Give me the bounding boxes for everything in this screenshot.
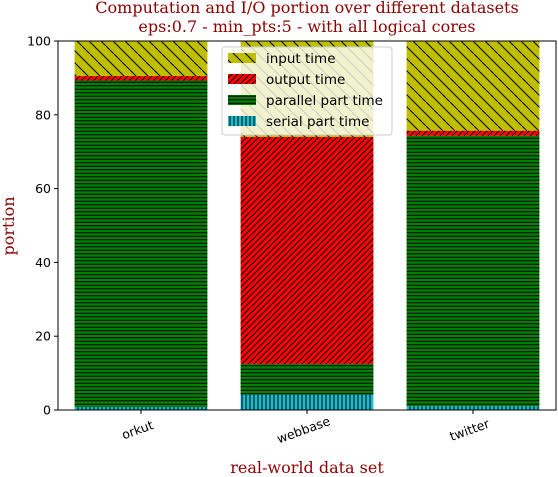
legend-label-parallel-part-time: parallel part time: [266, 93, 383, 109]
y-tick-label: 0: [43, 403, 51, 418]
chart-title-line-1: Computation and I/O portion over differe…: [95, 0, 518, 17]
bar-orkut-input-time: [74, 41, 208, 77]
x-tick-label-twitter: twitter: [448, 415, 493, 443]
x-tick-label-webbase: webbase: [275, 413, 333, 446]
bar-webbase-parallel-part-time: [240, 363, 374, 395]
x-tick-label-orkut: orkut: [120, 417, 156, 442]
legend-swatch-parallel-part-time: [228, 95, 256, 105]
legend-label-input-time: input time: [266, 51, 336, 67]
x-axis-label: real-world data set: [230, 458, 384, 477]
legend: input time output time parallel part time s…: [221, 46, 393, 136]
bar-twitter-serial-part-time: [406, 406, 540, 410]
y-tick-label: 100: [27, 34, 51, 49]
bar-twitter-parallel-part-time: [406, 135, 540, 407]
bar-webbase-serial-part-time: [240, 394, 374, 410]
y-tick-label: 60: [35, 181, 51, 196]
bars-group: [74, 41, 540, 410]
bar-twitter-output-time: [406, 130, 540, 136]
bar-orkut-output-time: [74, 76, 208, 81]
chart-title-line-2: eps:0.7 - min_pts:5 - with all logical c…: [138, 17, 475, 36]
legend-swatch-serial-part-time: [228, 116, 256, 126]
legend-swatch-output-time: [228, 74, 256, 84]
y-axis-label: portion: [0, 196, 18, 255]
legend-box: [221, 46, 393, 136]
bar-orkut-parallel-part-time: [74, 80, 208, 408]
y-tick-label: 20: [35, 329, 51, 344]
legend-label-output-time: output time: [266, 72, 345, 88]
legend-label-serial-part-time: serial part time: [266, 114, 369, 130]
bar-twitter-input-time: [406, 41, 540, 131]
y-tick-label: 80: [35, 107, 51, 122]
bar-orkut-serial-part-time: [74, 407, 208, 410]
y-tick-label: 40: [35, 255, 51, 270]
bar-webbase-output-time: [240, 136, 374, 364]
legend-swatch-input-time: [228, 53, 256, 63]
